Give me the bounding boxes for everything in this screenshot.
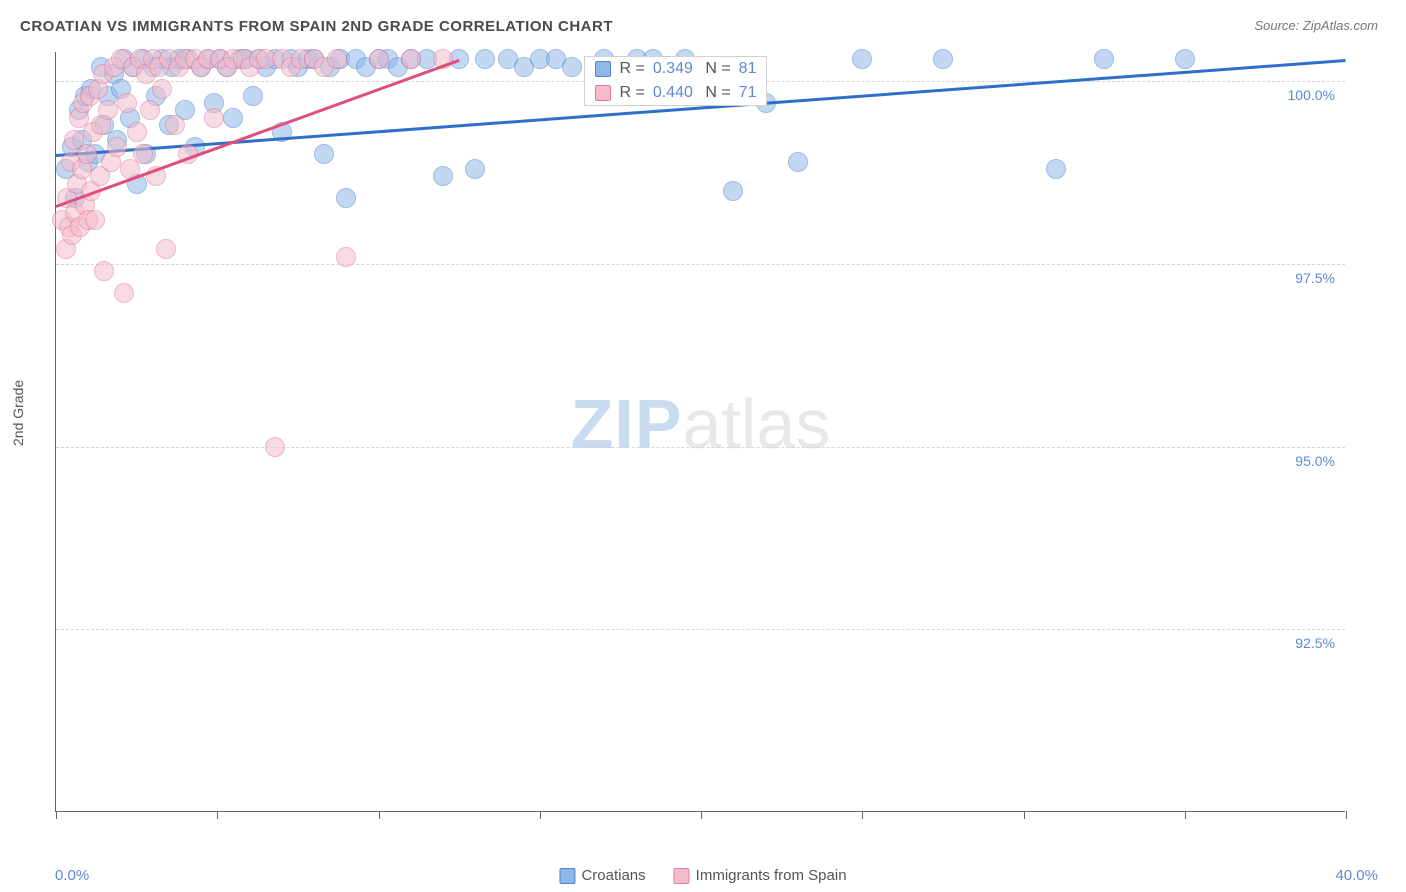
- stats-n-value: 71: [739, 84, 757, 102]
- data-point: [152, 79, 172, 99]
- data-point: [243, 86, 263, 106]
- watermark: ZIPatlas: [571, 384, 831, 464]
- stats-r-label: R =: [619, 84, 644, 102]
- data-point: [933, 49, 953, 69]
- gridline: [56, 629, 1345, 630]
- data-point: [94, 261, 114, 281]
- data-point: [140, 100, 160, 120]
- data-point: [98, 100, 118, 120]
- data-point: [433, 166, 453, 186]
- legend-item: Croatians: [559, 867, 645, 884]
- data-point: [852, 49, 872, 69]
- watermark-atlas: atlas: [683, 385, 831, 463]
- stats-n-label: N =: [701, 84, 731, 102]
- x-tick: [56, 811, 57, 819]
- stats-r-value: 0.440: [653, 84, 693, 102]
- data-point: [265, 437, 285, 457]
- data-point: [204, 108, 224, 128]
- x-tick: [540, 811, 541, 819]
- y-tick-label: 95.0%: [1295, 453, 1335, 469]
- data-point: [465, 159, 485, 179]
- data-point: [133, 144, 153, 164]
- gridline: [56, 264, 1345, 265]
- data-point: [336, 188, 356, 208]
- y-tick-label: 92.5%: [1295, 635, 1335, 651]
- stats-r-value: 0.349: [653, 60, 693, 78]
- data-point: [165, 115, 185, 135]
- plot-area: ZIPatlas 100.0% 97.5% 95.0% 92.5% R = 0.349 N…: [55, 52, 1345, 812]
- stats-n-label: N =: [701, 60, 731, 78]
- data-point: [107, 137, 127, 157]
- legend-item: Immigrants from Spain: [674, 867, 847, 884]
- chart-container: CROATIAN VS IMMIGRANTS FROM SPAIN 2ND GR…: [0, 0, 1406, 892]
- x-axis-label-min: 0.0%: [55, 867, 89, 884]
- x-axis-label-max: 40.0%: [1335, 867, 1378, 884]
- stats-n-value: 81: [739, 60, 757, 78]
- legend-swatch: [559, 868, 575, 884]
- legend-label: Immigrants from Spain: [696, 867, 847, 884]
- stats-r-label: R =: [619, 60, 644, 78]
- data-point: [127, 122, 147, 142]
- source-attribution: Source: ZipAtlas.com: [1254, 18, 1378, 33]
- x-tick: [1185, 811, 1186, 819]
- data-point: [1175, 49, 1195, 69]
- x-tick: [217, 811, 218, 819]
- data-point: [1094, 49, 1114, 69]
- x-tick: [1346, 811, 1347, 819]
- data-point: [327, 49, 347, 69]
- data-point: [475, 49, 495, 69]
- data-point: [85, 210, 105, 230]
- data-point: [369, 49, 389, 69]
- y-tick-label: 97.5%: [1295, 270, 1335, 286]
- data-point: [1046, 159, 1066, 179]
- x-tick: [862, 811, 863, 819]
- watermark-zip: ZIP: [571, 385, 683, 463]
- x-tick: [1024, 811, 1025, 819]
- data-point: [336, 247, 356, 267]
- data-point: [114, 283, 134, 303]
- x-tick: [379, 811, 380, 819]
- chart-title: CROATIAN VS IMMIGRANTS FROM SPAIN 2ND GR…: [20, 18, 613, 35]
- data-point: [314, 144, 334, 164]
- x-tick: [701, 811, 702, 819]
- data-point: [223, 108, 243, 128]
- data-point: [401, 49, 421, 69]
- data-point: [77, 144, 97, 164]
- data-point: [723, 181, 743, 201]
- stats-swatch: [595, 61, 611, 77]
- stats-row: R = 0.349 N = 81: [585, 57, 766, 81]
- legend: Croatians Immigrants from Spain: [559, 867, 846, 884]
- y-tick-label: 100.0%: [1288, 87, 1335, 103]
- stats-swatch: [595, 85, 611, 101]
- data-point: [788, 152, 808, 172]
- data-point: [156, 239, 176, 259]
- data-point: [562, 57, 582, 77]
- legend-label: Croatians: [581, 867, 645, 884]
- stats-box: R = 0.349 N = 81 R = 0.440 N = 71: [584, 56, 767, 106]
- y-axis-title: 2nd Grade: [10, 380, 26, 446]
- legend-swatch: [674, 868, 690, 884]
- gridline: [56, 447, 1345, 448]
- data-point: [117, 93, 137, 113]
- stats-row: R = 0.440 N = 71: [585, 81, 766, 105]
